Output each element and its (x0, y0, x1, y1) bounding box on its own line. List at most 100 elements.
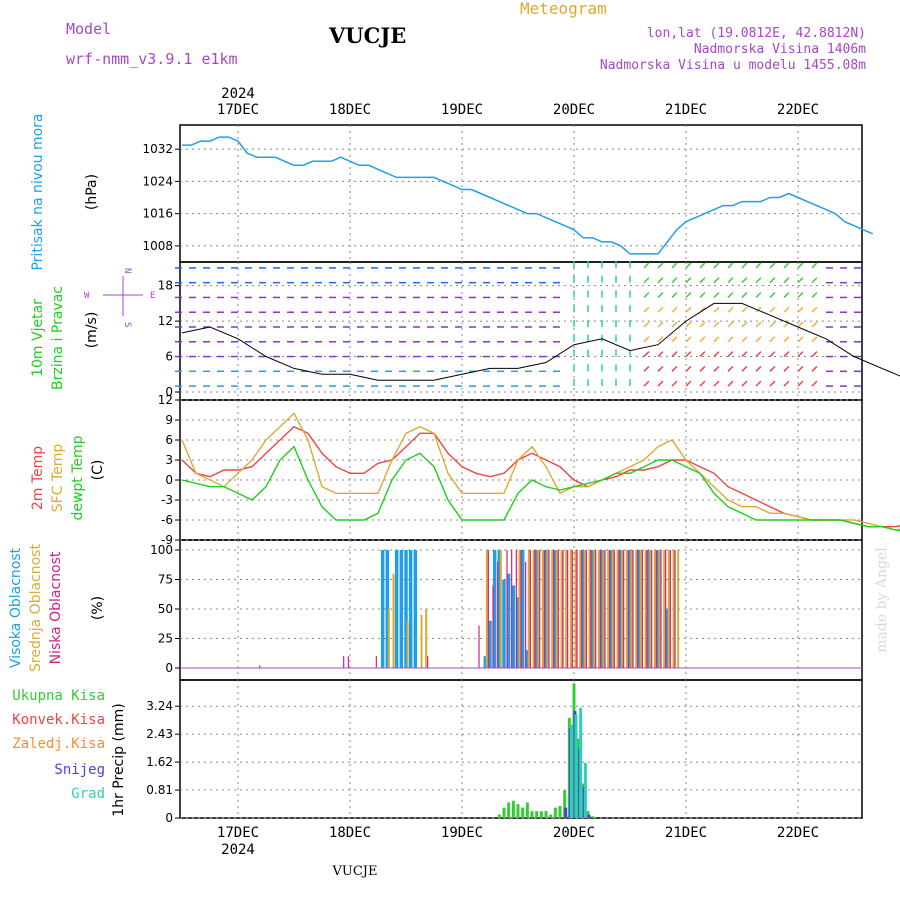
cloud-bar (628, 550, 632, 668)
wind-arrow (769, 365, 776, 372)
wind-arrow (685, 262, 692, 269)
wind-title-2: Brzina i Pravac (50, 286, 66, 390)
y-tick-label: 0 (165, 661, 173, 675)
y-tick-label: 6 (165, 433, 173, 447)
top-day-labels: 17DEC 18DEC 19DEC 20DEC 21DEC 22DEC (217, 102, 819, 118)
cloud-bar (632, 550, 634, 668)
y-tick-label: -9 (161, 533, 173, 547)
wind-arrow (671, 262, 678, 269)
wind-arrow (713, 351, 720, 358)
wind-arrow (671, 351, 678, 358)
model-elevation-label: Nadmorska Visina u modelu 1455.08m (600, 58, 866, 73)
pressure-title: Pritisak na nivou mora (30, 113, 46, 270)
cloud-bar (607, 550, 610, 668)
precip-bar (549, 814, 553, 818)
wind-arrow (797, 336, 804, 343)
precip-panel: 0 0.81 1.62 2.43 3.24 (146, 683, 862, 825)
wind-arrow (741, 262, 748, 269)
precip-bar (544, 811, 548, 818)
temperature-panel: -9 -6 -3 0 3 6 9 12 (158, 393, 900, 547)
precip-bar (553, 807, 557, 818)
top-day-label: 18DEC (329, 102, 371, 118)
wind-arrow (769, 291, 776, 298)
cloud-bar (347, 656, 349, 668)
wind-arrow-field (175, 260, 861, 387)
cloud-bar (560, 550, 563, 668)
cloud-bar (571, 550, 573, 668)
precip-label-frozen: Zaledj.Kisa (12, 736, 105, 752)
temp-frame (179, 399, 863, 541)
cloud-bar (492, 550, 497, 668)
cloud-bar (557, 550, 559, 668)
cloud-bar (506, 573, 511, 668)
y-tick-label: 18 (158, 279, 173, 293)
wind-frame (179, 261, 863, 401)
precip-label-snow: Snijeg (54, 762, 105, 778)
precip-frame (179, 679, 863, 819)
wind-arrow (699, 321, 706, 328)
cloud-bar (665, 609, 670, 668)
wind-arrow (643, 306, 650, 313)
wind-arrow (685, 291, 692, 298)
y-tick-label: 1016 (142, 207, 173, 221)
cloud-bar (520, 550, 522, 668)
wind-arrow (643, 380, 650, 387)
y-tick-label: -6 (161, 513, 173, 527)
cloud-bar (425, 609, 428, 668)
precip-bar (530, 811, 534, 818)
model-name: wrf-nmm_v3.9.1 e1km (66, 50, 238, 68)
top-day-label: 20DEC (553, 102, 595, 118)
bottom-day-label: 17DEC (217, 825, 259, 841)
wind-arrow (769, 306, 776, 313)
bottom-day-label: 19DEC (441, 825, 483, 841)
cloud-bar (485, 550, 488, 668)
y-tick-label: 9 (165, 413, 173, 427)
wind-arrow (699, 262, 706, 269)
wind-arrow (755, 351, 762, 358)
precip-label-conv: Konvek.Kisa (12, 712, 105, 728)
cloud-bar (548, 550, 550, 668)
cloud-bar (667, 550, 670, 668)
wind-arrow (755, 336, 762, 343)
cloud-bar (259, 665, 261, 668)
cloud-bar (562, 550, 564, 668)
cloud-bar (618, 550, 623, 668)
wind-arrow (727, 306, 734, 313)
y-tick-label: 25 (158, 632, 173, 646)
wind-arrow (741, 365, 748, 372)
wind-arrow (741, 291, 748, 298)
wind-arrow (741, 351, 748, 358)
wind-arrow (685, 306, 692, 313)
wind-arrow (811, 380, 818, 387)
wind-arrow (811, 306, 818, 313)
elevation-label: Nadmorska Visina 1406m (694, 42, 866, 57)
bottom-year-label: 2024 (221, 842, 255, 858)
precip-bar (583, 762, 587, 818)
y-tick-label: 0.81 (146, 783, 173, 797)
y-tick-label: 3 (165, 453, 173, 467)
precip-bar (539, 811, 543, 818)
wind-arrow (699, 380, 706, 387)
y-tick-label: 3.24 (146, 699, 173, 713)
top-day-label: 19DEC (441, 102, 483, 118)
cloud-bar (483, 656, 488, 668)
cloud-bar (546, 550, 549, 668)
wind-arrow (783, 351, 790, 358)
wind-arrow (741, 277, 748, 284)
temp-label-t2m: 2m Temp (30, 446, 46, 510)
precip-bar (563, 790, 567, 818)
y-tick-label: 0 (165, 473, 173, 487)
precip-bar (587, 814, 591, 818)
cloud-bar (534, 550, 536, 668)
wind-arrow (657, 380, 664, 387)
precip-bar (502, 807, 506, 818)
precip-bar (579, 707, 583, 818)
precip-bar (569, 724, 573, 818)
y-tick-label: -3 (161, 493, 173, 507)
y-tick-label: 1024 (142, 174, 173, 188)
cloud-bar (621, 550, 624, 668)
wind-dir-n: N (122, 268, 132, 273)
precip-bar (591, 816, 595, 818)
cloud-bar (646, 550, 651, 668)
wind-arrow (713, 306, 720, 313)
